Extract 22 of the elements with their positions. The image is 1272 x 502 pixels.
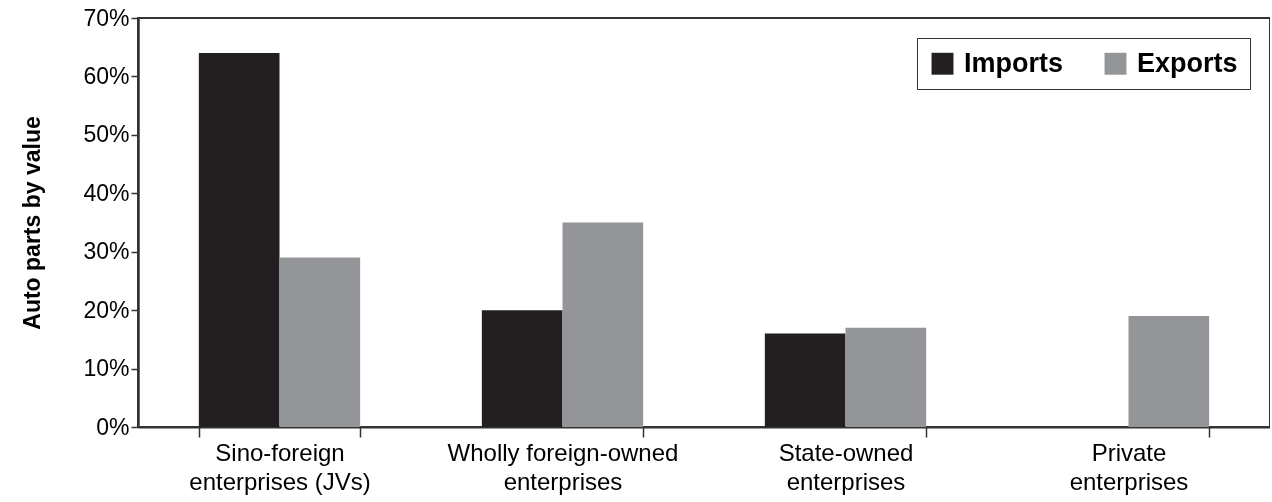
x-tick-label: Private enterprises — [1069, 438, 1189, 495]
x-tick-label: Sino-foreign enterprises (JVs) — [189, 438, 371, 495]
x-tick-label: Wholly foreign-owned enterprises — [447, 438, 679, 495]
bar — [845, 327, 927, 427]
y-tick-label: 70% — [83, 4, 130, 31]
x-tick-label: State-owned enterprises — [778, 438, 914, 495]
bar — [1128, 315, 1210, 427]
legend-label: Exports — [1137, 47, 1238, 78]
bar — [562, 222, 644, 427]
y-tick-label: 40% — [83, 179, 130, 206]
y-tick-label: 0% — [96, 413, 130, 440]
bar — [279, 257, 361, 427]
y-axis-title: Auto parts by value — [19, 116, 46, 330]
bar — [764, 333, 846, 427]
y-tick-label: 30% — [83, 238, 130, 265]
y-tick-label: 50% — [83, 121, 130, 148]
bar — [198, 53, 280, 427]
y-tick-label: 20% — [83, 296, 130, 323]
y-tick-label: 60% — [83, 62, 130, 89]
bar — [481, 310, 563, 427]
legend-label: Imports — [964, 47, 1064, 78]
y-tick-label: 10% — [83, 355, 130, 382]
